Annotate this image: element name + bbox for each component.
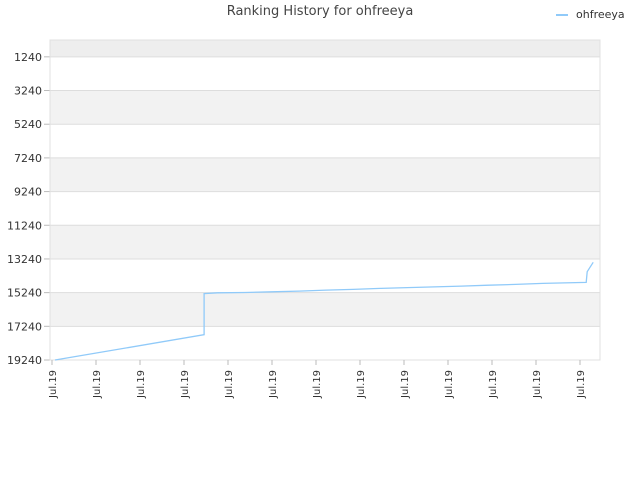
- grid-band: [50, 157, 600, 192]
- y-tick-label: 7240: [14, 152, 42, 165]
- grid-band: [50, 56, 600, 91]
- plot-border: [49, 39, 601, 361]
- x-tick-label: Jul.19: [92, 370, 103, 399]
- y-tick-label: 15240: [7, 287, 42, 300]
- y-tick-label: 19240: [7, 354, 42, 367]
- legend-swatch: [556, 13, 568, 16]
- grid-band: [50, 258, 600, 293]
- x-tick-label: Jul.19: [576, 370, 587, 399]
- x-tick-label: Jul.19: [268, 370, 279, 399]
- grid-band: [50, 292, 600, 327]
- x-tick-label: Jul.19: [224, 370, 235, 399]
- grid-band: [50, 326, 600, 360]
- y-tick-label: 5240: [14, 118, 42, 131]
- grid-band: [50, 124, 600, 158]
- series-line-ohfreeya: [54, 261, 594, 361]
- x-tick-label: Jul.19: [180, 370, 191, 399]
- y-tick-label: 11240: [7, 219, 42, 232]
- x-tick-label: Jul.19: [48, 370, 59, 399]
- x-tick-label: Jul.19: [136, 370, 147, 399]
- grid-band: [50, 225, 600, 259]
- grid-band: [50, 90, 600, 125]
- chart-title: Ranking History for ohfreeya: [226, 4, 414, 19]
- grid-band: [50, 40, 600, 57]
- y-tick-label: 1240: [14, 51, 42, 64]
- x-tick-label: Jul.19: [312, 370, 323, 399]
- legend-label: ohfreeya: [576, 8, 625, 21]
- x-tick-label: Jul.19: [356, 370, 367, 399]
- x-tick-label: Jul.19: [532, 370, 543, 399]
- grid-band: [50, 191, 600, 226]
- x-tick-label: Jul.19: [400, 370, 411, 399]
- legend: ohfreeya: [556, 8, 625, 21]
- x-tick-label: Jul.19: [488, 370, 499, 399]
- y-tick-label: 13240: [7, 253, 42, 266]
- y-tick-label: 17240: [7, 320, 42, 333]
- y-tick-label: 9240: [14, 186, 42, 199]
- x-tick-label: Jul.19: [444, 370, 455, 399]
- y-tick-label: 3240: [14, 85, 42, 98]
